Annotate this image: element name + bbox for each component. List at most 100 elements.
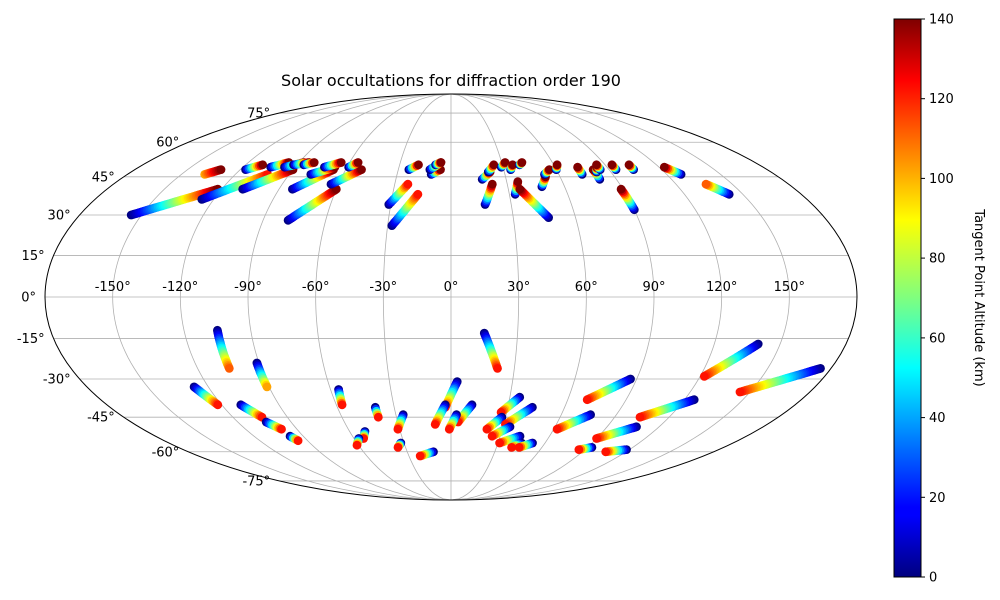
occultation-track	[285, 431, 303, 446]
latitude-tick-labels: 75° 60° 45° 30° 15° 0° -15° -30° -45° -60° -75°	[17, 107, 270, 490]
occultation-point	[337, 400, 347, 410]
occultation-track	[482, 412, 507, 434]
occultation-track	[701, 179, 734, 199]
colorbar-tick-label: 120	[929, 92, 954, 107]
occultation-track	[326, 165, 366, 189]
occultation-point	[601, 447, 611, 457]
occultation-track	[320, 158, 346, 172]
occultation-track	[506, 160, 517, 175]
occultation-track	[189, 382, 223, 410]
colorbar-tick-label: 40	[929, 411, 946, 426]
occultation-track	[197, 170, 272, 204]
latitude-tick-label: 30°	[48, 209, 71, 224]
occultation-track	[236, 400, 267, 422]
occultation-point	[336, 158, 346, 167]
occultation-point	[517, 158, 527, 167]
latitude-tick-label: 0°	[21, 291, 36, 306]
occultation-point	[415, 451, 425, 461]
occultation-track	[515, 158, 527, 170]
occultation-point	[414, 160, 423, 170]
map-boundary	[44, 93, 858, 501]
occultation-track	[479, 328, 502, 373]
occultation-point	[393, 424, 403, 434]
occultation-point	[500, 158, 510, 167]
occultation-point	[352, 440, 362, 450]
longitude-tick-label: -120°	[162, 280, 198, 295]
colorbar-tick-label: 80	[929, 252, 946, 267]
occultation-track	[261, 417, 286, 434]
occultation-track	[370, 402, 383, 422]
latitude-tick-label: 45°	[92, 170, 115, 185]
occultation-track	[283, 184, 341, 225]
longitude-tick-label: -60°	[302, 280, 330, 295]
longitude-tick-label: -90°	[234, 280, 262, 295]
occultation-point	[508, 160, 517, 170]
occultation-point	[216, 165, 226, 175]
occultation-track	[601, 445, 631, 457]
occultation-point	[309, 158, 319, 167]
occultation-point	[735, 387, 745, 397]
occultation-track	[480, 179, 497, 209]
occultation-track	[440, 377, 462, 412]
occultation-track	[444, 410, 461, 434]
occultation-track	[334, 385, 347, 410]
occultation-track	[387, 189, 423, 231]
occultation-point	[573, 162, 582, 172]
longitude-tick-label: 60°	[575, 280, 598, 295]
occultation-track	[430, 400, 450, 429]
occultation-track	[582, 374, 635, 405]
occultation-track	[735, 364, 825, 397]
occultation-point	[293, 436, 303, 446]
occultation-track	[574, 443, 597, 454]
occultation-point	[403, 179, 413, 189]
occultation-track	[393, 410, 408, 434]
occultation-point	[514, 443, 524, 452]
occultation-point	[213, 400, 223, 410]
occultation-track	[200, 165, 226, 179]
occultation-point	[582, 395, 592, 405]
colorbar-tick-label: 60	[929, 331, 946, 346]
occultation-track	[483, 160, 499, 177]
occultation-track	[573, 162, 587, 179]
occultation-point	[552, 160, 562, 170]
colorbar: 0 20 40 60 80 100 120 140 Tangent Point Altitud…	[893, 13, 986, 586]
latitude-tick-label: -75°	[242, 474, 270, 489]
colorbar-tick-label: 140	[929, 13, 954, 28]
latitude-tick-label: -15°	[17, 332, 45, 347]
occultation-track	[431, 158, 446, 170]
occultation-track	[515, 184, 553, 223]
occultation-point	[493, 364, 502, 373]
latitude-tick-label: -45°	[87, 411, 115, 426]
occultation-track	[299, 158, 319, 170]
occultation-point	[482, 424, 492, 434]
occultation-point	[701, 179, 711, 189]
latitude-tick-label: 60°	[156, 136, 179, 151]
occultation-point	[635, 412, 645, 422]
longitude-tick-labels: -150° -120° -90° -60° -30° 0° 30° 60° 90° 120° 150…	[95, 280, 805, 295]
occultation-point	[624, 160, 634, 170]
occultation-track	[616, 184, 639, 215]
occultation-point	[552, 424, 562, 434]
occultation-point	[373, 412, 383, 422]
occultation-track	[699, 339, 763, 381]
latitude-tick-label: -60°	[152, 445, 180, 460]
occultation-track	[496, 392, 525, 417]
occultation-track	[607, 160, 621, 175]
occultation-tracks	[126, 158, 825, 461]
occultation-track	[241, 160, 268, 175]
occultation-track	[592, 160, 605, 175]
occultation-point	[487, 179, 497, 189]
colorbar-tick-label: 20	[929, 491, 946, 506]
occultation-point	[574, 445, 584, 454]
occultation-track	[624, 160, 638, 175]
colorbar-ticks: 0 20 40 60 80 100 120 140	[921, 13, 954, 586]
longitude-tick-label: 0°	[444, 280, 459, 295]
occultation-point	[507, 443, 516, 452]
occultation-point	[616, 184, 626, 194]
occultation-point	[607, 160, 617, 170]
longitude-tick-label: -30°	[369, 280, 397, 295]
occultation-point	[413, 189, 423, 199]
occultation-point	[495, 438, 504, 448]
occultation-point	[224, 364, 234, 373]
